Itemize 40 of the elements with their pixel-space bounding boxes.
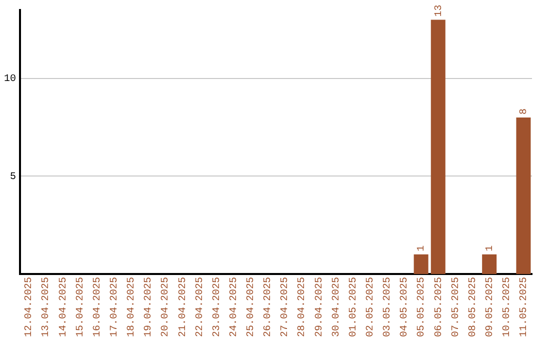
x-tick-label: 06.05.2025 — [434, 276, 445, 338]
x-tick-label: 23.04.2025 — [212, 276, 223, 338]
y-tick-label: 10 — [4, 74, 16, 86]
x-tick-label: 16.04.2025 — [92, 276, 104, 338]
data-label: 1 — [416, 245, 428, 252]
x-tick-label: 05.05.2025 — [416, 276, 428, 338]
data-label: 1 — [484, 245, 496, 252]
x-tick-label: 19.04.2025 — [144, 276, 155, 338]
x-tick-label: 11.05.2025 — [519, 276, 530, 338]
x-tick-label: 10.05.2025 — [502, 276, 514, 338]
data-label: 8 — [519, 108, 530, 115]
x-tick-label: 21.04.2025 — [178, 276, 189, 338]
data-label: 13 — [434, 4, 445, 17]
bar — [516, 118, 531, 274]
x-tick-label: 17.04.2025 — [110, 276, 121, 338]
x-tick-label: 12.04.2025 — [24, 276, 36, 338]
x-tick-label: 30.04.2025 — [331, 276, 342, 338]
y-tick-label: 5 — [10, 172, 16, 183]
x-tick-label: 26.04.2025 — [263, 276, 274, 338]
bar — [482, 254, 497, 274]
bar — [430, 20, 446, 274]
x-tick-label: 22.04.2025 — [194, 276, 206, 338]
x-tick-label: 24.04.2025 — [228, 276, 240, 338]
x-tick-label: 15.04.2025 — [75, 276, 86, 338]
x-tick-label: 02.05.2025 — [366, 276, 377, 338]
x-tick-label: 13.04.2025 — [41, 276, 52, 338]
x-tick-label: 18.04.2025 — [126, 276, 138, 338]
x-tick-label: 03.05.2025 — [382, 276, 394, 338]
x-tick-label: 29.04.2025 — [314, 276, 326, 338]
x-tick-label: 04.05.2025 — [400, 276, 411, 338]
x-tick-label: 28.04.2025 — [297, 276, 308, 338]
x-tick-label: 25.04.2025 — [246, 276, 258, 338]
bar — [414, 254, 428, 274]
x-tick-label: 08.05.2025 — [468, 276, 479, 338]
x-tick-label: 20.04.2025 — [160, 276, 172, 338]
x-tick-label: 07.05.2025 — [450, 276, 462, 338]
x-tick-label: 09.05.2025 — [484, 276, 496, 338]
x-tick-label: 27.04.2025 — [280, 276, 292, 338]
x-tick-label: 14.04.2025 — [58, 276, 70, 338]
x-tick-label: 01.05.2025 — [348, 276, 360, 338]
